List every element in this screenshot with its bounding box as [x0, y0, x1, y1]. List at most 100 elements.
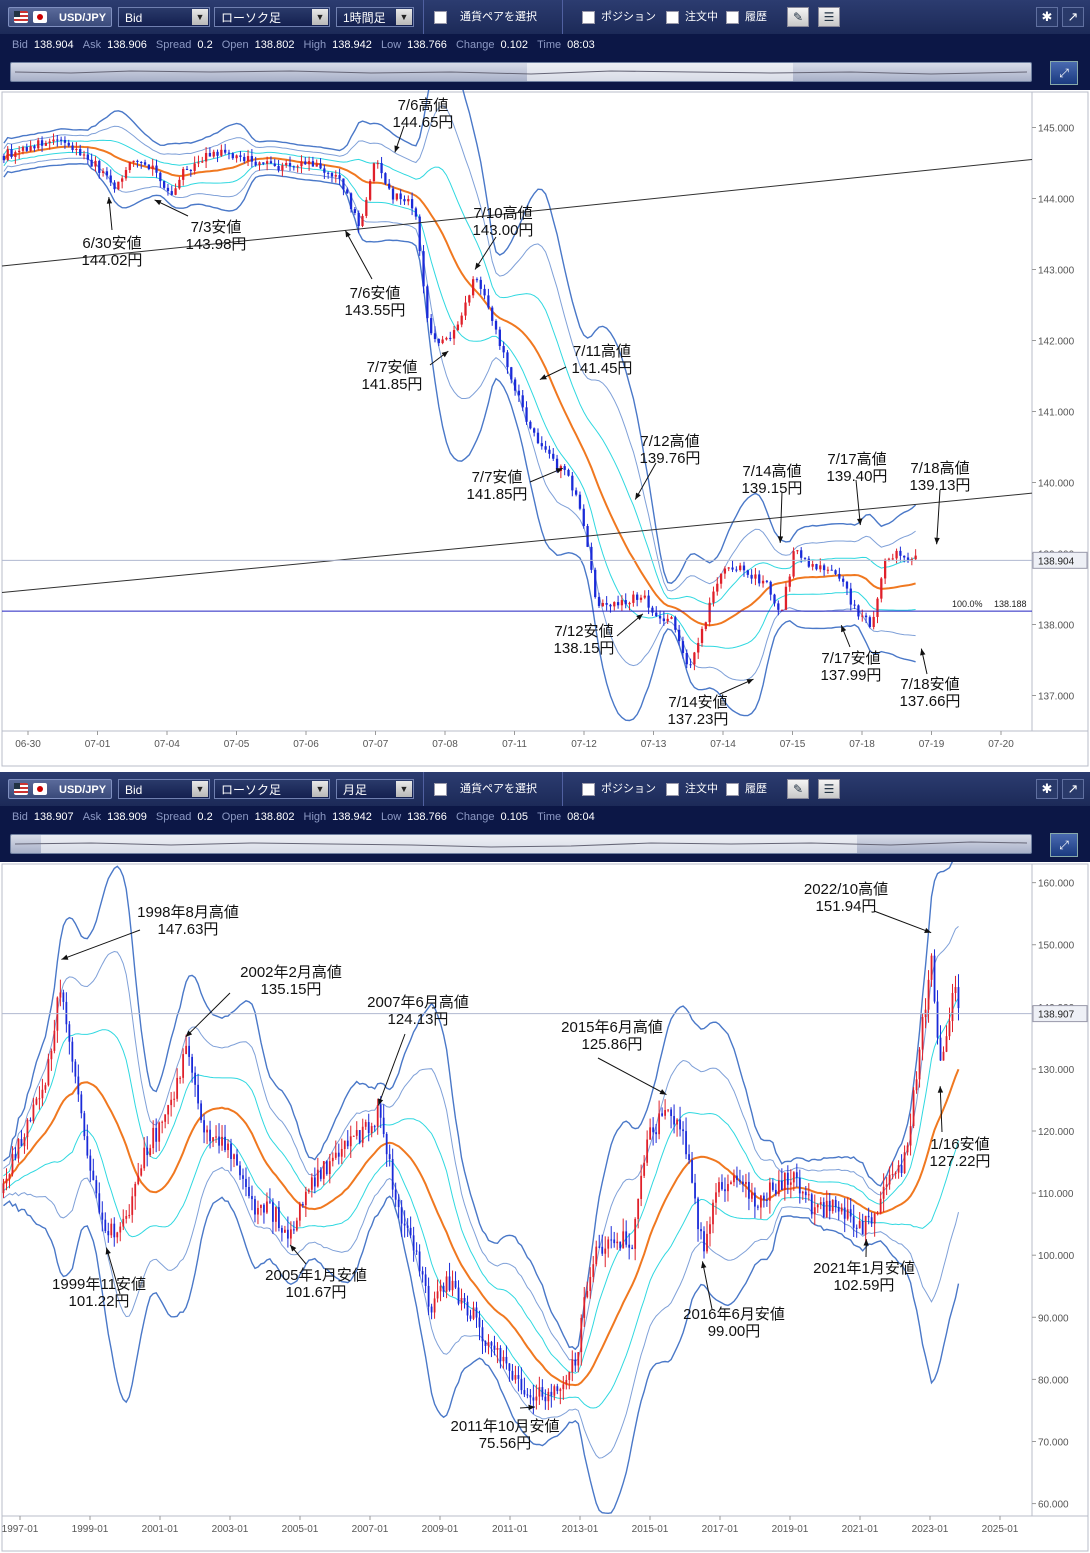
candle-body [803, 557, 807, 559]
candle-body [2, 1183, 5, 1194]
orders-checkbox[interactable] [666, 10, 679, 24]
range-scrollbar[interactable] [10, 62, 1032, 82]
expand-icon[interactable]: ↗ [1062, 779, 1084, 799]
arrowhead-icon [777, 536, 784, 543]
pair-select-label: 通貨ペアを選択 [460, 783, 537, 795]
candle-body [397, 1199, 400, 1208]
candle-body [221, 1136, 223, 1146]
candle-body [891, 558, 894, 560]
candle-body [161, 1121, 164, 1123]
candle-body [105, 171, 109, 176]
candle-body [906, 557, 910, 562]
candle-body [185, 168, 189, 170]
timeframe-select[interactable]: 月足 ▼ [336, 779, 414, 799]
chart-tools-icon[interactable]: ✎ [787, 7, 809, 27]
candle-body [353, 209, 357, 213]
x-tick-label: 2023-01 [912, 1524, 949, 1535]
orders-toggle[interactable]: 注文中 [666, 779, 718, 799]
history-toggle[interactable]: 履歴 [726, 779, 767, 799]
orders-checkbox[interactable] [666, 782, 679, 796]
change-label: Change [455, 39, 495, 51]
history-checkbox[interactable] [726, 782, 739, 796]
navigator-preview [14, 63, 1028, 81]
currency-pair-button[interactable]: USD/JPY [8, 779, 112, 799]
candle-body [658, 1113, 661, 1135]
positions-toggle[interactable]: ポジション [582, 7, 656, 27]
candle-body [218, 1136, 220, 1146]
us-flag-icon [14, 783, 28, 795]
chart-tools-icon[interactable]: ✎ [787, 779, 809, 799]
candle-body [864, 1215, 867, 1235]
history-toggle[interactable]: 履歴 [726, 7, 767, 27]
candle-body [185, 1045, 188, 1055]
candle-body [688, 1154, 690, 1161]
candle-body [798, 1177, 801, 1194]
expand-icon[interactable]: ↗ [1062, 7, 1084, 27]
history-checkbox[interactable] [726, 10, 739, 24]
gear-icon[interactable]: ✱ [1036, 7, 1058, 27]
candle-body [643, 595, 646, 598]
candle-body [11, 1154, 14, 1175]
band-upper-3 [3, 862, 953, 1351]
annotation-arrow [873, 910, 932, 934]
timeframe-select[interactable]: 1時間足 ▼ [336, 7, 414, 27]
chart-type-select[interactable]: ローソク足 ▼ [214, 7, 330, 27]
zoom-button[interactable]: ⤢ [1050, 833, 1078, 857]
chart-type-select[interactable]: ローソク足 ▼ [214, 779, 330, 799]
candle-body [838, 573, 841, 579]
positions-checkbox[interactable] [582, 782, 595, 796]
chart-toolbar: USD/JPY Bid ▼ ローソク足 ▼ 月足 ▼ 通貨ペアを選択 ポジション 注文… [0, 772, 1090, 806]
candle-body [89, 1155, 92, 1171]
candle-body [708, 602, 711, 623]
candle-body [716, 583, 719, 592]
candle-body [765, 580, 769, 582]
annotation-label: 7/17高値 139.40円 [827, 451, 888, 485]
candle-body [706, 1233, 708, 1252]
candle-body [206, 1129, 208, 1133]
candle-body [521, 395, 524, 408]
candle-body [758, 574, 761, 584]
price-type-select[interactable]: Bid ▼ [118, 779, 210, 799]
candle-body [239, 155, 242, 157]
currency-pair-button[interactable]: USD/JPY [8, 7, 112, 27]
candle-body [858, 1220, 861, 1229]
candle-body [831, 1199, 834, 1212]
pair-select-checkbox[interactable] [434, 11, 447, 24]
zoom-button[interactable]: ⤢ [1050, 61, 1078, 85]
candle-body [906, 1145, 909, 1153]
positions-toggle[interactable]: ポジション [582, 779, 656, 799]
candle-body [430, 318, 433, 334]
candle-body [414, 208, 418, 217]
layout-icon[interactable]: ☰ [818, 779, 840, 799]
candle-body [526, 1394, 529, 1396]
ask-label: Ask [82, 811, 102, 823]
candle-body [208, 153, 212, 157]
pair-select-checkbox[interactable] [434, 783, 447, 796]
layout-icon[interactable]: ☰ [818, 7, 840, 27]
candle-body [37, 140, 40, 149]
y-tick-label: 90.000 [1038, 1313, 1069, 1324]
pair-select-button[interactable]: 通貨ペアを選択 [423, 0, 563, 34]
orders-toggle[interactable]: 注文中 [666, 7, 718, 27]
range-window[interactable] [41, 835, 857, 853]
x-axis-area [1, 730, 1089, 767]
candle-body [361, 215, 364, 226]
candle-body [236, 1154, 238, 1166]
candle-body [742, 565, 746, 571]
gear-icon[interactable]: ✱ [1036, 779, 1058, 799]
x-tick-label: 07-19 [919, 739, 945, 750]
range-scrollbar[interactable] [10, 834, 1032, 854]
spread-value: 0.2 [197, 39, 213, 51]
y-axis-area [1031, 91, 1089, 732]
candle-body [92, 1170, 95, 1181]
candle-body [349, 1136, 352, 1147]
pair-select-button[interactable]: 通貨ペアを選択 [423, 772, 563, 806]
candle-body [372, 163, 376, 182]
low-value: 138.766 [407, 811, 447, 823]
candle-body [873, 1213, 876, 1224]
price-type-select[interactable]: Bid ▼ [118, 7, 210, 27]
positions-checkbox[interactable] [582, 10, 595, 24]
candle-body [412, 1235, 415, 1251]
candle-body [880, 578, 883, 599]
candle-body [352, 1135, 355, 1137]
